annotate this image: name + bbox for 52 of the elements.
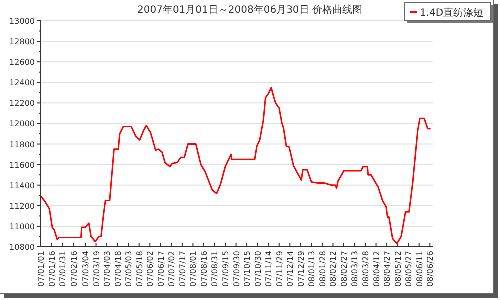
x-tick-label: 08/04/12 bbox=[372, 251, 382, 287]
x-tick-label: 07/11/29 bbox=[275, 251, 284, 287]
x-tick-label: 07/02/16 bbox=[70, 251, 80, 287]
x-tick-label: 07/04/03 bbox=[103, 251, 112, 287]
x-tick-label: 07/08/01 bbox=[189, 251, 198, 287]
x-tick-label: 08/01/28 bbox=[318, 251, 328, 287]
y-tick-label: 11400 bbox=[10, 181, 35, 190]
x-tick-label: 07/10/15 bbox=[243, 251, 252, 287]
x-tick-label: 07/09/15 bbox=[222, 251, 231, 287]
x-tick-label: 07/08/16 bbox=[200, 251, 209, 287]
x-tick-label: 07/07/17 bbox=[178, 251, 188, 287]
x-tick-label: 07/01/01 bbox=[37, 251, 46, 287]
x-tick-label: 08/02/27 bbox=[340, 251, 349, 287]
x-tick-label: 08/04/27 bbox=[383, 251, 392, 287]
x-tick-label: 07/08/31 bbox=[210, 251, 220, 287]
x-tick-label: 08/02/12 bbox=[329, 251, 338, 287]
line-series bbox=[40, 87, 432, 245]
chart-title: 2007年01月01日～2008年06月30日 价格曲线图 bbox=[138, 4, 362, 16]
x-tick-label: 07/06/17 bbox=[156, 251, 166, 287]
y-tick-label: 11000 bbox=[10, 222, 35, 232]
x-tick-label: 08/03/28 bbox=[362, 251, 371, 287]
y-tick-label: 11200 bbox=[10, 202, 35, 211]
x-tick-label: 08/01/13 bbox=[308, 251, 317, 287]
x-tick-label: 07/05/18 bbox=[135, 251, 144, 287]
y-tick-label: 11800 bbox=[10, 140, 35, 150]
x-tick-label: 07/01/16 bbox=[48, 251, 57, 287]
x-tick-label: 07/12/29 bbox=[296, 251, 306, 287]
y-tick-label: 13000 bbox=[10, 17, 35, 26]
x-tick-label: 08/03/13 bbox=[350, 251, 360, 287]
y-tick-label: 12800 bbox=[10, 38, 35, 47]
x-tick-label: 07/03/19 bbox=[92, 251, 102, 287]
x-tick-label: 07/03/04 bbox=[82, 251, 91, 287]
y-tick-label: 10800 bbox=[10, 243, 35, 252]
y-tick-label: 12600 bbox=[10, 58, 35, 68]
x-tick-label: 07/05/03 bbox=[124, 251, 134, 287]
x-tick-label: 08/06/11 bbox=[415, 251, 424, 287]
x-tick-label: 07/11/14 bbox=[264, 251, 274, 287]
x-tick-label: 08/05/27 bbox=[404, 251, 414, 287]
y-tick-label: 12200 bbox=[10, 99, 35, 108]
y-tick-label: 12400 bbox=[10, 78, 35, 88]
x-tick-label: 07/01/31 bbox=[58, 251, 68, 287]
x-tick-label: 07/06/02 bbox=[146, 251, 156, 287]
x-tick-label: 07/07/02 bbox=[168, 251, 177, 287]
x-tick-label: 07/12/14 bbox=[286, 251, 296, 287]
y-tick-label: 12000 bbox=[10, 120, 35, 129]
y-tick-label: 11600 bbox=[10, 160, 35, 170]
x-tick-label: 08/05/12 bbox=[394, 251, 403, 287]
x-tick-label: 07/10/30 bbox=[254, 251, 263, 287]
legend-label: 1.4D直纺涤短 bbox=[420, 7, 484, 19]
x-tick-label: 07/09/30 bbox=[232, 251, 242, 287]
x-tick-label: 07/04/18 bbox=[114, 251, 123, 287]
x-tick-label: 08/06/26 bbox=[426, 251, 436, 287]
